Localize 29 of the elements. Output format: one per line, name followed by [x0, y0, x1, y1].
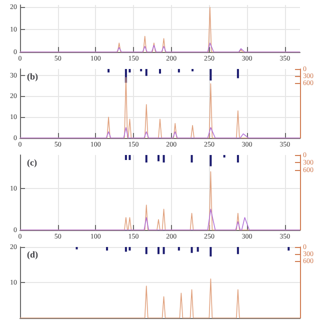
- bar: [108, 69, 110, 72]
- bar: [124, 247, 127, 252]
- bar: [178, 69, 180, 72]
- bar: [128, 155, 131, 160]
- chart-title: (c): [27, 158, 37, 168]
- bar: [145, 155, 148, 162]
- bar: [145, 247, 148, 254]
- bar: [159, 69, 161, 74]
- bar: [162, 155, 165, 162]
- bar: [106, 247, 108, 251]
- bar: [210, 155, 212, 166]
- bar: [145, 69, 148, 76]
- bar: [124, 155, 127, 160]
- bar: [157, 247, 160, 254]
- bar: [190, 247, 193, 253]
- bar: [157, 155, 160, 162]
- bar: [210, 69, 212, 80]
- bar: [128, 247, 131, 251]
- bar: [190, 155, 193, 162]
- bar: [236, 247, 239, 254]
- bar: [178, 247, 180, 251]
- bar: [288, 247, 290, 251]
- bar: [162, 247, 165, 254]
- bar: [236, 69, 239, 78]
- chart-title: (d): [27, 250, 38, 260]
- bar: [236, 155, 239, 162]
- bar: [210, 247, 212, 256]
- chart-title: (b): [27, 72, 38, 82]
- bar: [196, 247, 199, 252]
